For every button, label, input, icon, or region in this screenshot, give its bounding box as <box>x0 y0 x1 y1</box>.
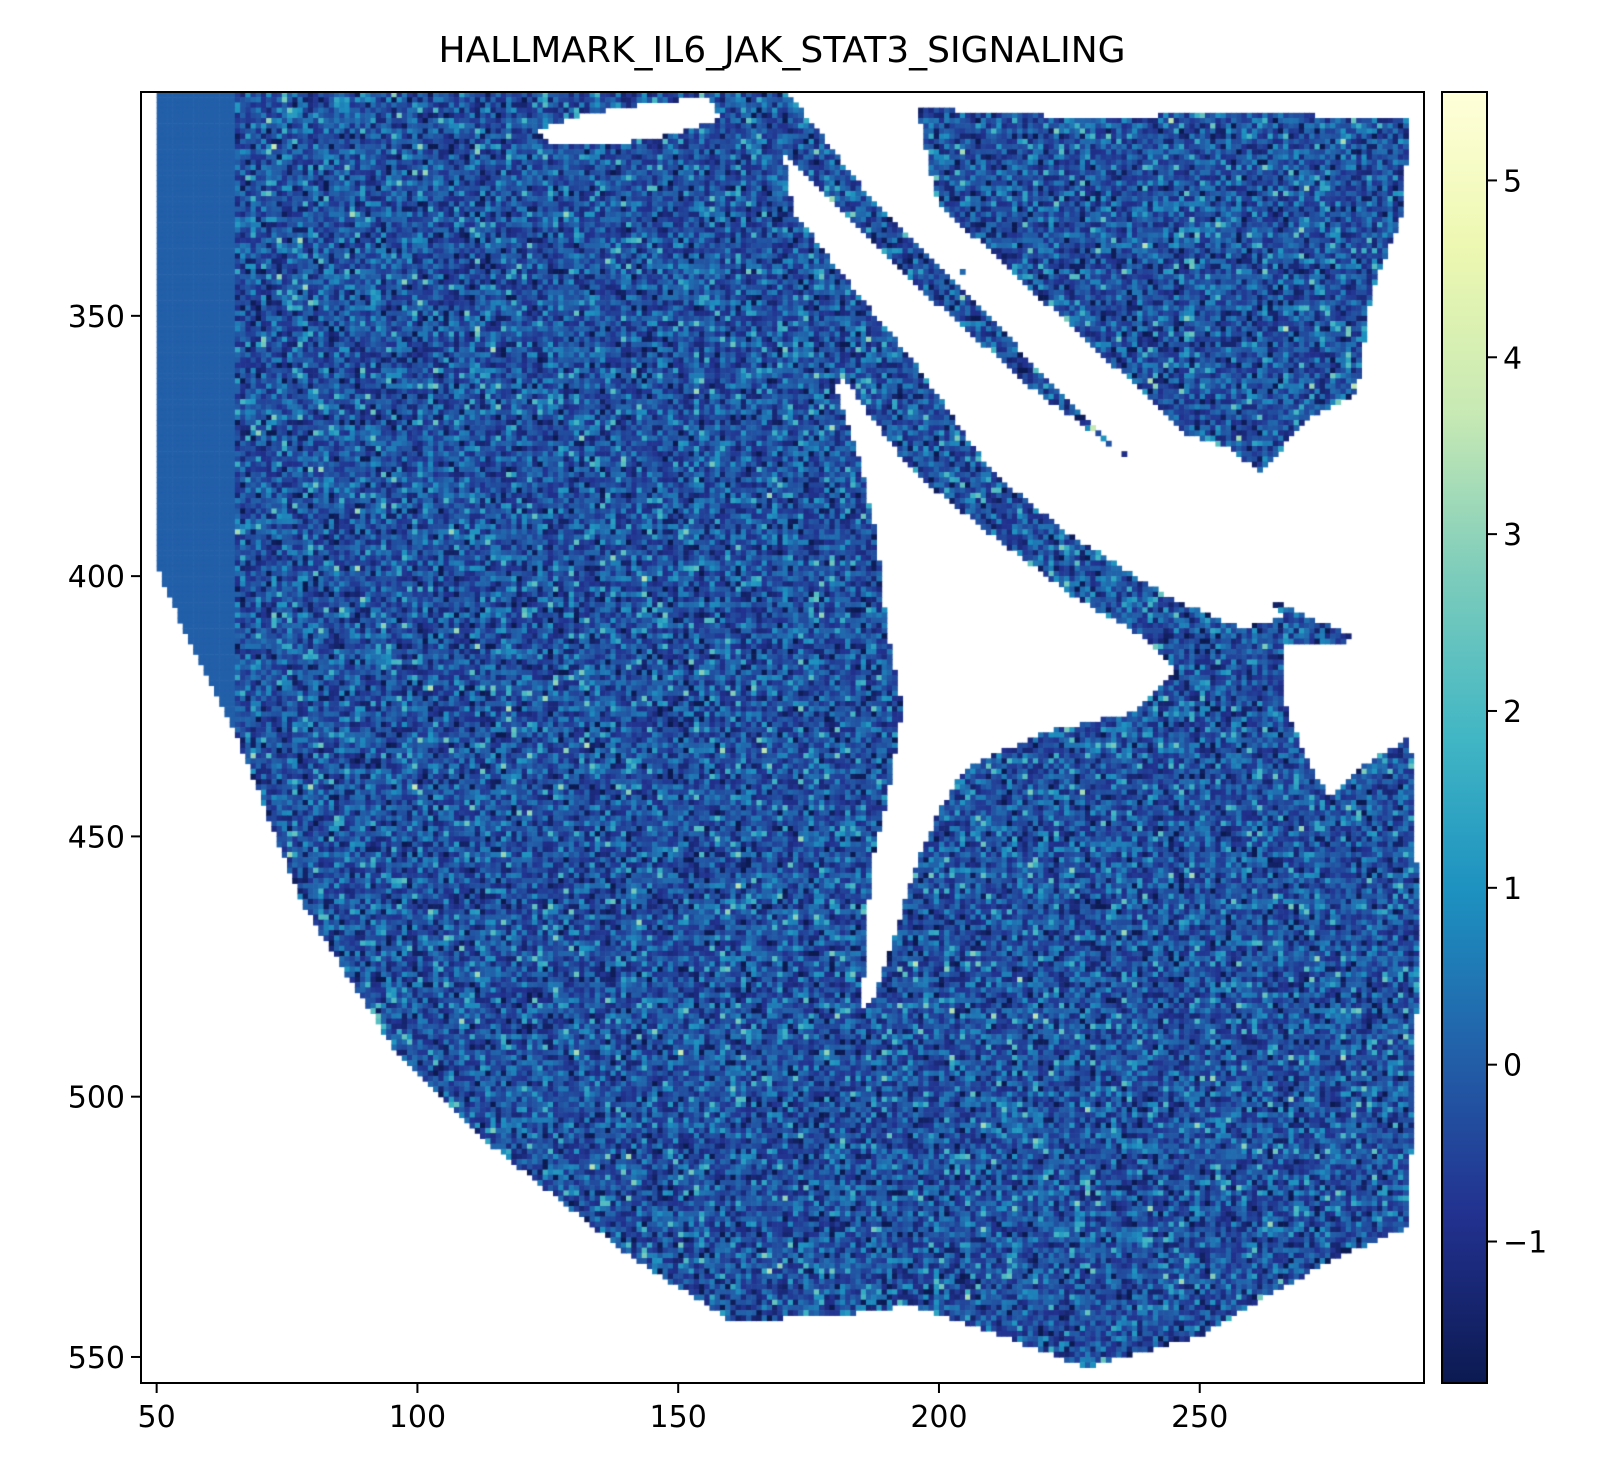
y-tick-label: 400 <box>68 560 125 595</box>
y-tick-label: 550 <box>68 1341 125 1376</box>
y-tick-label: 350 <box>68 300 125 335</box>
plot-area <box>141 92 1424 1383</box>
x-axis: 50 100 150 200 250 <box>138 1383 1228 1435</box>
y-tick-label: 450 <box>68 820 125 855</box>
x-tick-label: 250 <box>1171 1400 1228 1435</box>
y-tick-label: 500 <box>68 1081 125 1116</box>
axes-frame <box>140 91 1425 1384</box>
colorbar-tick-label: 1 <box>1503 872 1522 907</box>
colorbar-tick-label: 5 <box>1503 164 1522 199</box>
y-axis: 350 400 450 500 550 <box>68 300 141 1376</box>
tissue-image <box>141 92 1424 1383</box>
chart-title: HALLMARK_IL6_JAK_STAT3_SIGNALING <box>438 30 1125 71</box>
colorbar-ticks: 5 4 3 2 1 0 −1 <box>1487 164 1547 1261</box>
x-tick-label: 100 <box>389 1400 446 1435</box>
colorbar-tick-label: 2 <box>1503 695 1522 730</box>
colorbar-tick-label: 0 <box>1503 1049 1522 1084</box>
colorbar-tick-label: 3 <box>1503 518 1522 553</box>
colorbar-gradient <box>1442 92 1487 1383</box>
colorbar-tick-label: 4 <box>1503 341 1522 376</box>
x-tick-label: 200 <box>910 1400 967 1435</box>
colorbar-tick-label: −1 <box>1503 1226 1547 1261</box>
colorbar-frame <box>1441 91 1488 1384</box>
tissue-layer <box>141 92 1424 1383</box>
x-tick-label: 150 <box>650 1400 707 1435</box>
x-tick-label: 50 <box>138 1400 176 1435</box>
colorbar: 5 4 3 2 1 0 −1 <box>1441 91 1547 1384</box>
